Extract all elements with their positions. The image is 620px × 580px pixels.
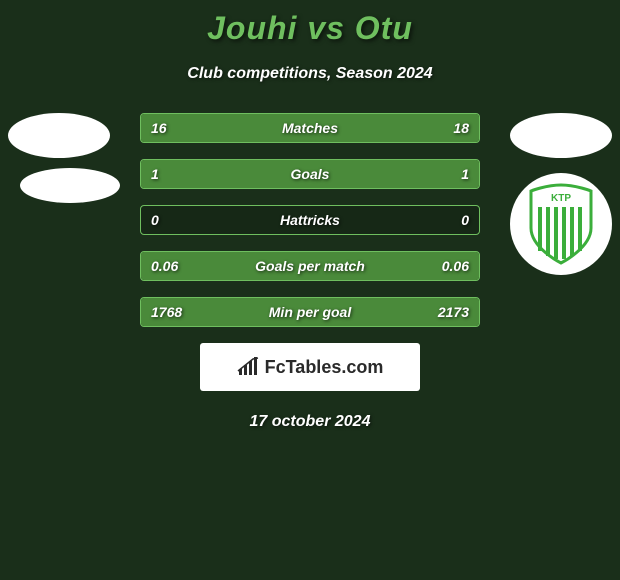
page-title: Jouhi vs Otu [207, 10, 413, 46]
bar-fill-left [141, 160, 310, 188]
shield-icon: KTP [526, 183, 596, 265]
stat-value-right: 18 [453, 120, 469, 136]
chart-icon [237, 357, 259, 377]
stat-value-left: 1768 [151, 304, 182, 320]
comparison-panel: KTP 16 Matches 18 1 Goals 1 0 Hattricks 0 0.06 Goa… [0, 113, 620, 431]
stat-label: Matches [282, 120, 338, 136]
stats-bars: 16 Matches 18 1 Goals 1 0 Hattricks 0 0.06 Goals p… [140, 113, 480, 327]
stat-bar: 1 Goals 1 [140, 159, 480, 189]
player-avatar-right-1 [510, 113, 612, 158]
stat-bar: 0.06 Goals per match 0.06 [140, 251, 480, 281]
stat-label: Min per goal [269, 304, 351, 320]
player-avatar-left-2 [20, 168, 120, 203]
stat-bar: 16 Matches 18 [140, 113, 480, 143]
stat-label: Goals per match [255, 258, 365, 274]
subtitle: Club competitions, Season 2024 [187, 65, 432, 82]
stat-value-right: 2173 [438, 304, 469, 320]
stat-value-right: 0 [461, 212, 469, 228]
stat-value-right: 0.06 [442, 258, 469, 274]
stat-value-left: 0 [151, 212, 159, 228]
brand-box[interactable]: FcTables.com [200, 343, 420, 391]
stat-value-right: 1 [461, 166, 469, 182]
stat-bar: 0 Hattricks 0 [140, 205, 480, 235]
club-badge-right: KTP [510, 173, 612, 275]
stat-label: Goals [291, 166, 330, 182]
badge-letters: KTP [551, 193, 571, 204]
bar-fill-right [310, 160, 479, 188]
brand-label: FcTables.com [265, 357, 384, 378]
stat-label: Hattricks [280, 212, 340, 228]
stat-value-left: 0.06 [151, 258, 178, 274]
stat-bar: 1768 Min per goal 2173 [140, 297, 480, 327]
stat-value-left: 16 [151, 120, 167, 136]
player-avatar-left-1 [8, 113, 110, 158]
date-label: 17 october 2024 [250, 413, 371, 430]
stat-value-left: 1 [151, 166, 159, 182]
